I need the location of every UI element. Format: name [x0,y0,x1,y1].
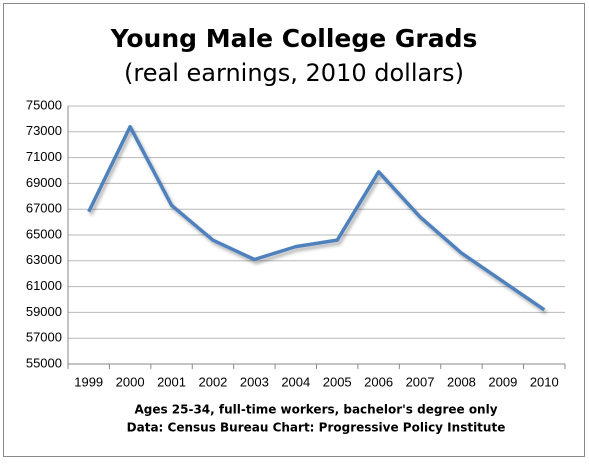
y-tick-label: 59000 [26,304,62,319]
note: Data: Census Bureau Chart: Progressive P… [127,421,506,435]
y-tick-label: 71000 [26,149,62,164]
y-tick-label: 67000 [26,201,62,216]
chart-title: Young Male College Grads [110,24,478,53]
x-tick-label: 2002 [198,374,227,389]
x-tick-label: 2007 [406,374,435,389]
x-tick-label: 2008 [447,374,476,389]
y-tick-label: 65000 [26,226,62,241]
note: Ages 25-34, full-time workers, bachelor'… [134,403,497,417]
y-tick-label: 69000 [26,175,62,190]
y-tick-label: 61000 [26,278,62,293]
x-tick-label: 2006 [364,374,393,389]
x-tick-label: 2009 [488,374,517,389]
y-tick-label: 57000 [26,330,62,345]
x-tick-label: 2004 [281,374,310,389]
chart-subtitle: (real earnings, 2010 dollars) [124,59,464,87]
x-tick-label: 2003 [240,374,269,389]
y-tick-label: 75000 [26,97,62,112]
x-tick-label: 2001 [157,374,186,389]
y-tick-label: 73000 [26,123,62,138]
y-tick-label: 55000 [26,355,62,370]
x-tick-label: 1999 [74,374,103,389]
x-tick-label: 2000 [116,374,145,389]
data-line [87,124,546,312]
y-tick-label: 63000 [26,252,62,267]
chart-border [3,3,585,457]
x-tick-label: 2010 [530,374,559,389]
x-tick-label: 2005 [323,374,352,389]
